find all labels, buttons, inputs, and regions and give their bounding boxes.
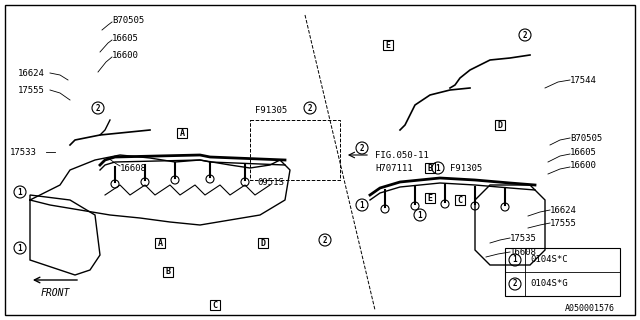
Text: 17533: 17533 [10, 148, 37, 156]
Text: 1: 1 [418, 211, 422, 220]
Text: 17535: 17535 [510, 234, 537, 243]
Text: D: D [260, 238, 266, 247]
Text: 16624: 16624 [550, 205, 577, 214]
Text: B70505: B70505 [570, 133, 602, 142]
Bar [455, 195, 465, 205]
Text: 17555: 17555 [550, 219, 577, 228]
Text: 2: 2 [96, 103, 100, 113]
Text: B: B [428, 164, 433, 172]
Text: A: A [179, 129, 184, 138]
Bar [163, 267, 173, 277]
Text: 1: 1 [360, 201, 364, 210]
Text: 1: 1 [513, 255, 517, 265]
Text: 16600: 16600 [570, 161, 597, 170]
Text: 0104S*C: 0104S*C [530, 255, 568, 265]
Bar [250, 120, 340, 180]
Bar [258, 238, 268, 248]
Text: 0104S*G: 0104S*G [530, 279, 568, 289]
Text: FRONT: FRONT [40, 288, 70, 298]
Text: FIG.050-11: FIG.050-11 [375, 150, 429, 159]
Bar [177, 128, 187, 138]
Text: 2: 2 [513, 279, 517, 289]
Text: 1: 1 [436, 164, 440, 172]
Text: E: E [385, 41, 390, 50]
Text: H707111: H707111 [375, 164, 413, 172]
Text: F91305: F91305 [255, 106, 287, 115]
Text: 16605: 16605 [112, 34, 139, 43]
Bar [383, 40, 393, 50]
Text: 17555: 17555 [18, 85, 45, 94]
Text: 2: 2 [523, 30, 527, 39]
Text: C: C [212, 300, 218, 309]
Text: 17544: 17544 [570, 76, 597, 84]
Text: A: A [157, 238, 163, 247]
Text: 1: 1 [18, 244, 22, 252]
Text: 16608: 16608 [510, 247, 537, 257]
Text: 2: 2 [323, 236, 327, 244]
Bar [155, 238, 165, 248]
Text: 2: 2 [308, 103, 312, 113]
Text: B70505: B70505 [112, 15, 144, 25]
Bar [425, 193, 435, 203]
Text: B: B [166, 268, 170, 276]
Text: 16624: 16624 [18, 68, 45, 77]
Text: C: C [458, 196, 463, 204]
Text: F91305: F91305 [450, 164, 483, 172]
Text: A050001576: A050001576 [565, 304, 615, 313]
Text: 16605: 16605 [570, 148, 597, 156]
Text: 1: 1 [18, 188, 22, 196]
Bar [425, 163, 435, 173]
Text: 16608: 16608 [120, 164, 147, 172]
Text: 16600: 16600 [112, 51, 139, 60]
Text: 2: 2 [360, 143, 364, 153]
Bar [210, 300, 220, 310]
Text: 0951S: 0951S [257, 178, 284, 187]
Bar [505, 248, 620, 296]
Text: E: E [428, 194, 433, 203]
Bar [495, 120, 505, 130]
Text: D: D [497, 121, 502, 130]
